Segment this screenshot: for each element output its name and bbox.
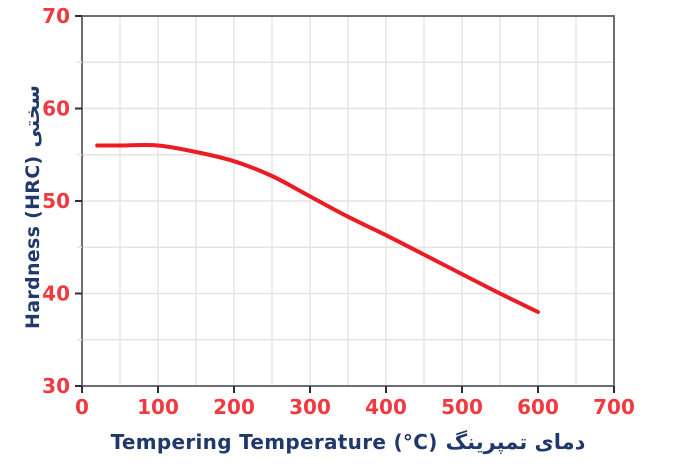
y-tick-label: 40 (42, 282, 70, 306)
y-tick-label: 70 (42, 4, 70, 28)
x-axis-title-english: Tempering Temperature (°C) (110, 430, 438, 454)
x-tick-label: 700 (593, 395, 635, 419)
x-tick-label: 300 (289, 395, 331, 419)
x-tick-label: 0 (75, 395, 89, 419)
y-tick-label: 60 (42, 97, 70, 121)
y-axis-title: Hardness (HRC) سختی (20, 0, 54, 417)
x-tick-label: 500 (441, 395, 483, 419)
y-tick-label: 50 (42, 189, 70, 213)
x-axis-title-persian: دمای تمپرینگ (445, 430, 586, 454)
y-axis-title-english: Hardness (HRC) (22, 155, 44, 329)
x-tick-label: 200 (213, 395, 255, 419)
x-tick-label: 100 (137, 395, 179, 419)
hardness-curve (95, 143, 540, 314)
x-tick-label: 600 (517, 395, 559, 419)
y-axis-title-persian: سختی (20, 85, 44, 148)
x-axis-title: Tempering Temperature (°C) دمای تمپرینگ (82, 430, 614, 462)
x-tick-label: 400 (365, 395, 407, 419)
y-tick-label: 30 (42, 374, 70, 398)
